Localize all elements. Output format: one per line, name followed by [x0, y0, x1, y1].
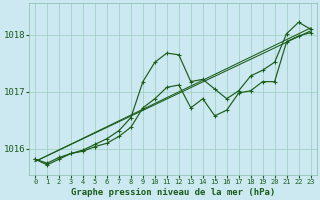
X-axis label: Graphe pression niveau de la mer (hPa): Graphe pression niveau de la mer (hPa): [71, 188, 275, 197]
